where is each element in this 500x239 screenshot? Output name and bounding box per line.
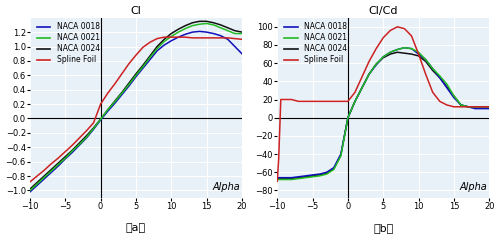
Text: Alpha: Alpha: [212, 182, 240, 192]
Title: Cl/Cd: Cl/Cd: [368, 5, 398, 16]
Text: Alpha: Alpha: [460, 182, 487, 192]
Legend: NACA 0018, NACA 0021, NACA 0024, Spline Foil: NACA 0018, NACA 0021, NACA 0024, Spline …: [36, 22, 100, 65]
Text: （b）: （b）: [373, 223, 394, 233]
Legend: NACA 0018, NACA 0021, NACA 0024, Spline Foil: NACA 0018, NACA 0021, NACA 0024, Spline …: [283, 22, 348, 65]
Text: （a）: （a）: [126, 223, 146, 233]
Title: Cl: Cl: [130, 5, 141, 16]
